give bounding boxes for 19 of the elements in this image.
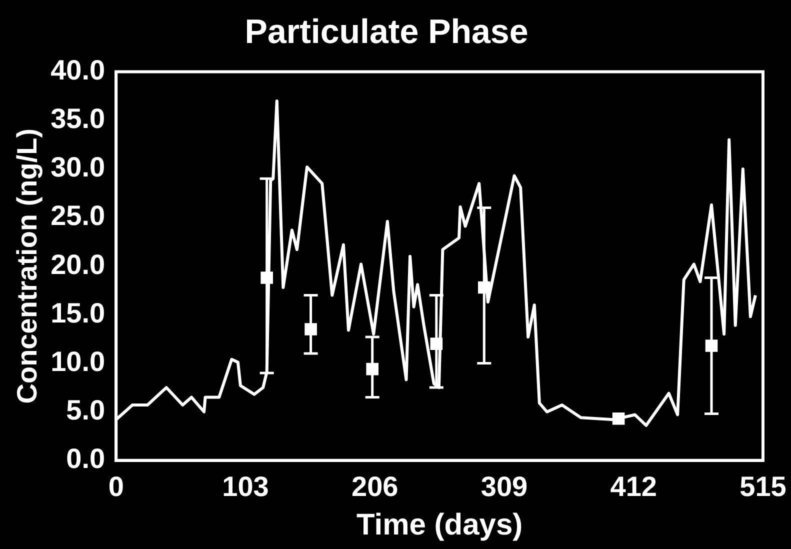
y-axis-title: Concentration (ng/L) bbox=[12, 128, 43, 404]
x-tick-label: 309 bbox=[480, 470, 528, 502]
x-tick-label: 412 bbox=[610, 470, 657, 502]
x-tick-label: 103 bbox=[222, 470, 269, 502]
chart-title: Particulate Phase bbox=[244, 12, 528, 51]
y-tick-label: 20.0 bbox=[50, 248, 106, 280]
y-tick-label: 30.0 bbox=[50, 152, 106, 183]
y-tick-label: 35.0 bbox=[50, 103, 106, 134]
x-tick-label: 206 bbox=[352, 470, 398, 502]
y-tick-label: 15.0 bbox=[50, 297, 106, 328]
x-tick-label: 515 bbox=[740, 470, 786, 502]
x-axis-title: Time (days) bbox=[356, 508, 523, 542]
point bbox=[612, 412, 625, 425]
x-tick-label: 0 bbox=[108, 470, 124, 502]
y-tick-label: 0.0 bbox=[66, 443, 106, 474]
y-tick-label: 10.0 bbox=[50, 346, 106, 377]
y-tick-label: 25.0 bbox=[50, 200, 106, 232]
y-tick-label: 5.0 bbox=[66, 394, 106, 426]
y-tick-label: 40.0 bbox=[50, 54, 106, 86]
